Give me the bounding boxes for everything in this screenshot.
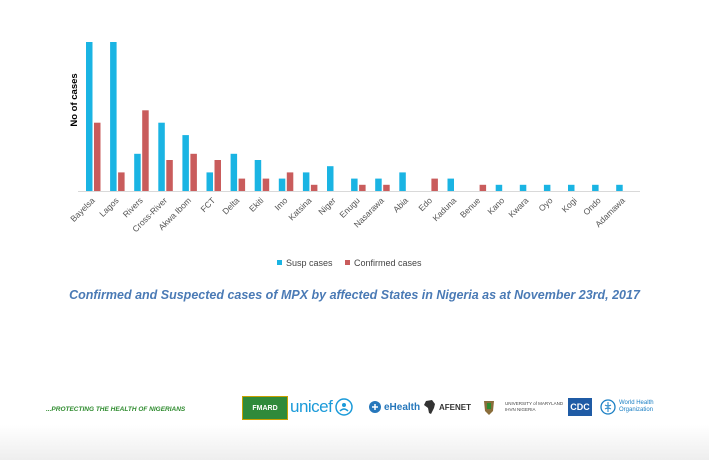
nigeria-coat-of-arms-icon xyxy=(480,396,498,418)
x-tick-label: Lagos xyxy=(97,195,120,218)
bar-susp-nasarawa xyxy=(375,178,382,191)
bar-confirmed-enugu xyxy=(359,184,366,191)
africa-map-icon xyxy=(424,400,435,414)
legend-label-confirmed: Confirmed cases xyxy=(354,258,422,268)
bar-confirmed-katsina xyxy=(310,184,318,191)
bar-susp-kogi xyxy=(568,184,575,191)
bar-susp-ekiti xyxy=(254,160,262,191)
who-line2: Organization xyxy=(619,407,654,413)
umd-line1: UNIVERSITY of MARYLAND xyxy=(505,401,564,406)
bar-confirmed-nasarawa xyxy=(383,184,390,191)
umd-line2: IHVN NIGERIA xyxy=(505,407,536,412)
x-tick-label: Niger xyxy=(316,195,338,217)
bar-susp-kwara xyxy=(519,184,527,191)
x-tick-label: Oyo xyxy=(537,195,555,213)
bar-susp-rivers xyxy=(134,153,141,192)
bar-susp-lagos xyxy=(110,42,117,191)
bar-confirmed-delta xyxy=(238,178,246,191)
who-emblem-icon xyxy=(600,399,616,415)
bar-susp-niger xyxy=(327,166,334,191)
bar-susp-oyo xyxy=(543,184,551,191)
footer-tagline: ...PROTECTING THE HEALTH OF NIGERIANS xyxy=(46,406,186,413)
bar-susp-kano xyxy=(495,184,503,191)
umd-ihvn-logo: UNIVERSITY of MARYLAND IHVN NIGERIA xyxy=(505,396,563,418)
x-tick-label: Ekiti xyxy=(247,195,266,214)
x-tick-label: Bayelsa xyxy=(68,195,97,224)
bar-confirmed-edo xyxy=(431,178,438,191)
unicef-logo: unicef xyxy=(290,396,354,418)
y-axis-label: No of cases xyxy=(69,73,80,126)
x-tick-label: Abia xyxy=(391,195,410,214)
bar-susp-bayelsa xyxy=(86,42,93,191)
bar-confirmed-rivers xyxy=(142,110,149,191)
ehealth-globe-icon xyxy=(369,401,381,413)
bar-susp-adamawa xyxy=(616,184,623,191)
bar-confirmed-ekiti xyxy=(262,178,270,191)
chart-caption: Confirmed and Suspected cases of MPX by … xyxy=(69,288,640,302)
bar-susp-delta xyxy=(230,153,238,192)
bar-confirmed-lagos xyxy=(118,172,125,191)
legend-label-susp: Susp cases xyxy=(286,258,333,268)
bar-susp-cross-river xyxy=(158,122,165,191)
x-tick-label: Edo xyxy=(416,195,434,213)
bars-group xyxy=(86,42,623,192)
footer: ...PROTECTING THE HEALTH OF NIGERIANS FM… xyxy=(0,384,709,460)
unicef-emblem-icon xyxy=(335,398,354,416)
who-line1: World Health xyxy=(619,400,654,406)
x-tick-label: Delta xyxy=(220,195,241,216)
ehealth-africa-logo: eHealth xyxy=(368,396,420,418)
legend-swatch-confirmed xyxy=(345,260,350,265)
x-tick-label: Ondo xyxy=(581,195,603,217)
x-tick-label: Benue xyxy=(458,195,483,220)
bar-susp-imo xyxy=(278,178,286,191)
x-tick-label: Katsina xyxy=(286,195,313,222)
ehealth-wordmark: eHealth xyxy=(384,401,421,413)
x-tick-label: Kogi xyxy=(560,195,579,214)
bar-susp-enugu xyxy=(351,178,358,191)
bar-confirmed-imo xyxy=(286,172,294,191)
bar-confirmed-cross-river xyxy=(166,160,173,191)
footer-shade xyxy=(0,425,709,460)
bar-susp-katsina xyxy=(302,172,310,191)
x-tick-label: Kwara xyxy=(506,195,530,219)
x-tick-label: Imo xyxy=(272,195,289,212)
legend: Susp cases Confirmed cases xyxy=(277,258,422,268)
who-logo: World Health Organization xyxy=(600,396,654,418)
bar-susp-kaduna xyxy=(447,178,454,191)
bar-confirmed-benue xyxy=(479,184,487,191)
afenet-logo: AFENET xyxy=(423,396,471,418)
bar-susp-fct xyxy=(206,172,213,191)
x-tick-label: FCT xyxy=(198,195,217,214)
bar-confirmed-fct xyxy=(214,160,221,191)
bar-confirmed-bayelsa xyxy=(94,122,101,191)
bar-confirmed-akwa-ibom xyxy=(190,153,197,192)
fmard-logo: FMARD xyxy=(242,396,288,420)
cdc-logo: CDC xyxy=(568,398,592,416)
legend-swatch-susp xyxy=(277,260,282,265)
x-tick-label: Kaduna xyxy=(430,195,458,223)
afenet-wordmark: AFENET xyxy=(439,402,471,412)
bar-susp-ondo xyxy=(592,184,599,191)
bar-susp-abia xyxy=(399,172,406,191)
x-tick-label: Kano xyxy=(485,195,506,216)
bar-susp-akwa-ibom xyxy=(182,135,189,191)
unicef-wordmark: unicef xyxy=(290,397,333,416)
